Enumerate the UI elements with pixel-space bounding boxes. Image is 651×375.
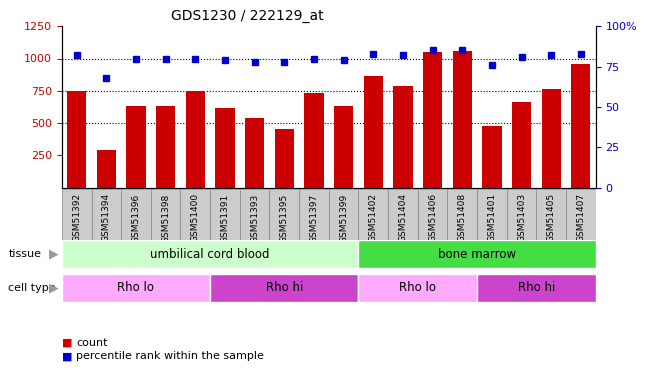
Text: Rho lo: Rho lo — [399, 281, 436, 294]
FancyBboxPatch shape — [121, 189, 151, 268]
Text: ■: ■ — [62, 338, 72, 348]
Text: GSM51393: GSM51393 — [250, 194, 259, 243]
Text: Rho hi: Rho hi — [266, 281, 303, 294]
Text: ■: ■ — [62, 351, 72, 361]
Text: GSM51400: GSM51400 — [191, 194, 200, 243]
FancyBboxPatch shape — [299, 189, 329, 268]
Text: GSM51398: GSM51398 — [161, 194, 170, 243]
Text: GSM51391: GSM51391 — [221, 194, 229, 243]
FancyBboxPatch shape — [536, 189, 566, 268]
Text: GSM51399: GSM51399 — [339, 194, 348, 243]
Bar — [477, 274, 596, 302]
Bar — [482, 126, 501, 188]
Text: GSM51406: GSM51406 — [428, 194, 437, 243]
Text: Rho lo: Rho lo — [117, 281, 154, 294]
Text: GSM51401: GSM51401 — [488, 194, 496, 243]
Text: GDS1230 / 222129_at: GDS1230 / 222129_at — [171, 9, 324, 23]
Bar — [393, 86, 413, 188]
Text: GSM51394: GSM51394 — [102, 194, 111, 243]
Bar — [359, 240, 596, 268]
Bar — [245, 118, 264, 188]
Text: Rho hi: Rho hi — [518, 281, 555, 294]
Text: GSM51408: GSM51408 — [458, 194, 467, 243]
Bar — [542, 90, 561, 188]
Text: GSM51392: GSM51392 — [72, 194, 81, 243]
Bar — [210, 274, 359, 302]
Bar — [97, 150, 116, 188]
FancyBboxPatch shape — [62, 189, 92, 268]
FancyBboxPatch shape — [210, 189, 240, 268]
FancyBboxPatch shape — [418, 189, 447, 268]
Bar — [126, 106, 146, 188]
FancyBboxPatch shape — [566, 189, 596, 268]
FancyBboxPatch shape — [240, 189, 270, 268]
Text: ▶: ▶ — [49, 281, 58, 294]
Text: umbilical cord blood: umbilical cord blood — [150, 248, 270, 261]
Text: GSM51397: GSM51397 — [309, 194, 318, 243]
Text: GSM51404: GSM51404 — [398, 194, 408, 242]
Text: bone marrow: bone marrow — [438, 248, 516, 261]
Bar — [452, 51, 472, 188]
Text: ▶: ▶ — [49, 248, 58, 261]
Text: cell type: cell type — [8, 283, 56, 293]
Text: GSM51407: GSM51407 — [576, 194, 585, 243]
Bar — [62, 274, 210, 302]
FancyBboxPatch shape — [447, 189, 477, 268]
FancyBboxPatch shape — [506, 189, 536, 268]
Text: GSM51395: GSM51395 — [280, 194, 289, 243]
Bar — [364, 76, 383, 188]
Bar — [215, 108, 234, 188]
Bar — [359, 274, 477, 302]
Text: GSM51402: GSM51402 — [368, 194, 378, 242]
FancyBboxPatch shape — [359, 189, 388, 268]
FancyBboxPatch shape — [477, 189, 506, 268]
FancyBboxPatch shape — [180, 189, 210, 268]
Bar — [512, 102, 531, 188]
Bar — [62, 240, 359, 268]
FancyBboxPatch shape — [151, 189, 180, 268]
Text: GSM51405: GSM51405 — [547, 194, 556, 243]
Bar — [304, 93, 324, 188]
Bar — [156, 106, 175, 188]
FancyBboxPatch shape — [329, 189, 359, 268]
Bar — [186, 91, 205, 188]
FancyBboxPatch shape — [270, 189, 299, 268]
FancyBboxPatch shape — [388, 189, 418, 268]
FancyBboxPatch shape — [92, 189, 121, 268]
Text: GSM51403: GSM51403 — [517, 194, 526, 243]
Text: count: count — [76, 338, 107, 348]
Text: percentile rank within the sample: percentile rank within the sample — [76, 351, 264, 361]
Bar — [423, 52, 442, 188]
Text: GSM51396: GSM51396 — [132, 194, 141, 243]
Bar — [334, 106, 353, 188]
Text: tissue: tissue — [8, 249, 42, 259]
Bar — [67, 91, 87, 188]
Bar — [571, 64, 590, 188]
Bar — [275, 129, 294, 188]
